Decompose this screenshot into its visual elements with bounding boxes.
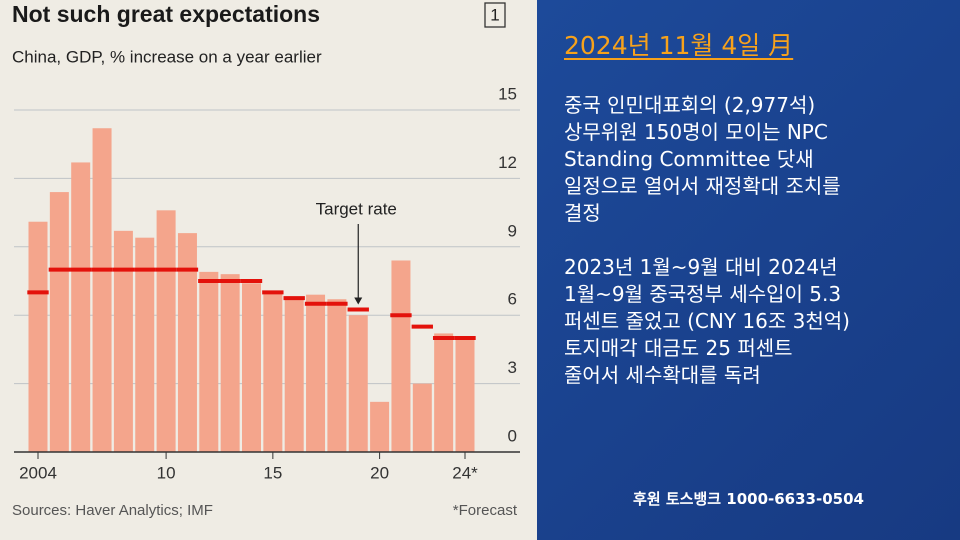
x-tick-label: 24* [452,463,478,482]
date: 2024년 11월 4일 月 [564,31,794,60]
paragraphs: 중국 인민대표회의 (2,977석) 상무위원 150명이 모이는 NPC Stan… [564,92,960,389]
text-line: 2023년 1월~9월 대비 2024년 [564,255,838,279]
bar [135,237,155,452]
bar [242,283,261,452]
text-line: 상무위원 150명이 모이는 NPC [564,120,828,144]
text-line: 일정으로 열어서 재정확대 조치를 [564,174,841,198]
badge-box [484,2,506,28]
text-panel: 2024년 11월 4일 月 중국 인민대표회의 (2,977석) 상무위원 15… [537,0,960,540]
footnote: *Forecast [453,502,518,519]
bar [434,333,454,452]
text-line: Standing Committee 닷새 [564,147,814,171]
chart-subtitle: China, GDP, % increase on a year earlier [12,47,322,66]
y-tick-label: 15 [498,84,517,103]
x-tick-label: 2004 [19,463,57,482]
y-tick-label: 9 [508,221,517,240]
chart: Not such great expectations 1 China, GDP… [0,0,537,540]
bar [71,162,91,452]
arrow-head [354,297,363,305]
bar [284,296,304,452]
bar [199,271,219,452]
annotation: Target rate [316,199,397,218]
bar [263,292,283,452]
text-line: 1월~9월 중국정부 세수입이 5.3 [564,282,842,306]
y-tick-label: 0 [508,426,517,445]
bar [49,192,69,452]
bar [113,230,133,452]
bar [348,315,368,452]
y-tick-label: 12 [498,153,517,172]
bar [156,210,176,452]
bar [370,401,390,452]
badge: 1 [490,5,499,24]
text-line: 중국 인민대표회의 (2,977석) [564,93,816,117]
bar [177,233,197,452]
sponsor: 후원 토스뱅크 1000-6633-0504 [633,490,864,508]
x-tick-label: 15 [263,463,282,482]
chart-title: Not such great expectations [12,1,320,27]
bar [306,294,326,452]
bar [28,221,48,452]
text-line: 줄어서 세수확대를 독려 [564,363,761,387]
text-line: 토지매각 대금도 25 퍼센트 [564,336,793,360]
bar [455,338,475,452]
x-tick-label: 20 [370,463,389,482]
x-tick-label: 10 [157,463,176,482]
text-line: 결정 [564,201,601,225]
y-tick-label: 3 [508,358,517,377]
y-tick-label: 6 [508,290,517,309]
source: Sources: Haver Analytics; IMF [12,502,213,519]
bar [412,383,432,452]
bar [391,260,411,452]
bar [92,128,112,453]
bar [327,299,347,452]
paragraph: 2023년 1월~9월 대비 2024년 1월~9월 중국정부 세수입이 5.3 퍼… [564,254,960,389]
text-line: 퍼센트 줄었고 (CNY 16조 3천억) [564,309,850,333]
bar [220,274,240,452]
paragraph: 중국 인민대표회의 (2,977석) 상무위원 150명이 모이는 NPC Stan… [564,92,960,227]
